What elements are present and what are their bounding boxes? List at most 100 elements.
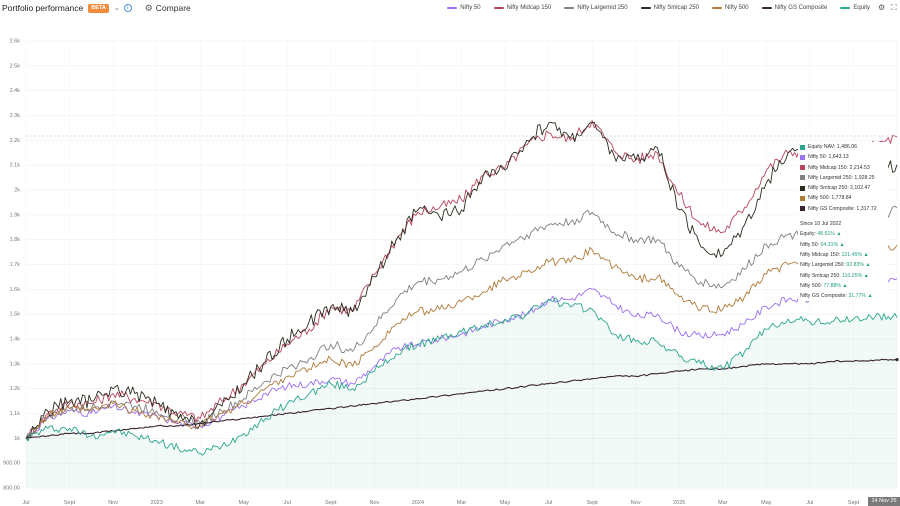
y-tick-label: 1.8k <box>10 237 21 243</box>
tooltip-return-pct: 110.25% ▲ <box>840 272 869 279</box>
tooltip-return-row: Nifty Smlcap 250: 110.25% ▲ <box>800 271 886 281</box>
y-tick-label: 1.2k <box>10 386 21 392</box>
y-tick-label: 1.3k <box>10 361 21 367</box>
tooltip-return-row: Nifty Midcap 150: 121.45% ▲ <box>800 250 886 260</box>
legend-label: Nifty 50 <box>460 5 481 11</box>
y-tick-label: 2.1k <box>10 163 21 169</box>
x-tick-label: Sept <box>586 500 598 506</box>
equity-area <box>26 297 897 488</box>
x-tick-label: Nov <box>108 500 118 506</box>
y-tick-label: 2.6k <box>10 39 21 45</box>
tooltip-return-pct: 48.61% ▲ <box>815 231 842 238</box>
tooltip-return-pct: 92.83% ▲ <box>844 262 871 269</box>
x-tick-label: May <box>761 500 772 506</box>
tooltip-return-row: Nifty Largemid 250: 92.83% ▲ <box>800 260 886 270</box>
legend-swatch <box>640 7 651 9</box>
tooltip-return-row: Nifty 500: 77.88% ▲ <box>800 281 886 291</box>
tooltip-return-name: Nifty GS Composite: <box>800 293 847 300</box>
legend-label: Nifty Largemid 250 <box>577 5 628 11</box>
tooltip-return-row: Nifty 50: 64.31% ▲ <box>800 240 886 250</box>
tooltip-return-name: Nifty Smlcap 250: <box>800 272 841 279</box>
legend-item[interactable]: Nifty GS Composite <box>761 5 828 11</box>
series-line-nifty-largemid-250[interactable] <box>25 205 898 439</box>
y-tick-label: 1k <box>14 436 20 442</box>
tooltip-return-pct: 77.88% ▲ <box>821 282 848 289</box>
y-tick-label: 1.1k <box>10 411 21 417</box>
tooltip-value-label: Equity NAV: 1,486.06 <box>808 144 858 150</box>
fullscreen-icon[interactable]: ⛶ <box>891 3 897 12</box>
x-tick-label: May <box>239 500 250 506</box>
settings-icon[interactable]: ⚙ <box>878 3 886 12</box>
legend-item[interactable]: Nifty 50 <box>447 5 481 11</box>
tooltip-value-label: Nifty Largemid 250: 1,928.25 <box>808 174 875 181</box>
legend-label: Nifty 500 <box>724 5 749 11</box>
series-line-equity[interactable] <box>25 297 898 456</box>
equity-area-fill <box>26 297 897 488</box>
series-lines <box>25 120 899 456</box>
x-tick-label: Jul <box>545 500 552 506</box>
legend-item[interactable]: Nifty Largemid 250 <box>564 5 628 11</box>
x-tick-label: 2024 <box>412 500 424 506</box>
tooltip-return-row: Nifty GS Composite: 31.77% ▲ <box>800 291 886 301</box>
chevron-down-icon[interactable]: ⌄ <box>113 5 120 12</box>
y-tick-label: 1.4k <box>10 337 21 343</box>
x-tick-label: May <box>500 500 511 506</box>
legend-item[interactable]: Nifty Smlcap 250 <box>640 5 699 11</box>
legend-label: Nifty Midcap 150 <box>506 5 552 11</box>
tooltip-swatch <box>800 206 805 212</box>
compare-button[interactable]: ⚙ Compare <box>145 3 191 14</box>
tooltip-value-label: Nifty Midcap 150: 2,214.53 <box>808 164 870 171</box>
y-tick-label: 2.3k <box>10 113 21 119</box>
x-tick-label: Mar <box>718 500 728 506</box>
tooltip-return-pct: 64.31% ▲ <box>819 241 845 248</box>
info-icon[interactable]: i <box>123 4 132 12</box>
tooltip-value-label: Nifty Smlcap 250: 2,102.47 <box>808 185 871 192</box>
legend-label: Nifty GS Composite <box>774 5 828 11</box>
y-tick-label: 2.5k <box>10 63 21 69</box>
tooltip-return-name: Nifty 500: <box>800 282 822 289</box>
gear-icon: ⚙ <box>144 2 153 13</box>
legend-swatch <box>493 7 504 9</box>
x-tick-label: Sept <box>325 500 337 506</box>
legend-swatch <box>761 7 772 9</box>
x-tick-label: Nov <box>631 500 641 506</box>
legend-label: Nifty Smlcap 250 <box>653 5 699 11</box>
series-line-nifty-500[interactable] <box>25 244 898 440</box>
y-tick-label: 1.7k <box>10 262 21 268</box>
tooltip-value-label: Nifty 50: 1,643.13 <box>808 154 849 161</box>
series-line-nifty-gs-composite[interactable] <box>25 358 898 439</box>
tooltip-swatch <box>800 144 805 150</box>
legend-swatch <box>840 7 851 9</box>
y-tick-label: 2.2k <box>10 138 21 144</box>
tooltip-return-pct: 31.77% ▲ <box>847 293 873 300</box>
crosshair-tooltip: Equity NAV: 1,486.06 Nifty 50: 1,643.13 Ni… <box>798 142 888 302</box>
legend-item[interactable]: Equity <box>840 5 870 11</box>
tooltip-return-row: Equity: 48.61% ▲ <box>800 229 886 239</box>
chart-legend: Nifty 50 Nifty Midcap 150 Nifty Largemid 2… <box>434 2 870 14</box>
tooltip-return-name: Equity: <box>800 231 816 238</box>
legend-item[interactable]: Nifty Midcap 150 <box>493 5 552 11</box>
x-tick-label: Sept <box>848 500 860 506</box>
legend-swatch <box>711 7 722 9</box>
x-tick-label: Sept <box>64 500 76 506</box>
tooltip-value-row: Nifty 50: 1,643.13 <box>800 152 886 162</box>
tooltip-value-label: Nifty GS Composite: 1,317.72 <box>808 205 877 212</box>
series-line-nifty-50[interactable] <box>25 277 898 439</box>
y-tick-label: 2k <box>14 188 20 194</box>
y-tick-label: 900.00 <box>3 461 20 467</box>
legend-item[interactable]: Nifty 500 <box>711 5 749 11</box>
tooltip-return-name: Nifty Largemid 250: <box>800 262 845 269</box>
legend-swatch <box>447 7 458 9</box>
y-tick-label: 2.4k <box>10 88 21 94</box>
page-title: Portfolio performance <box>2 3 84 13</box>
tooltip-swatch <box>800 165 805 171</box>
tooltip-since-label: Since 10 Jul 2022 <box>800 221 842 228</box>
tooltip-value-row: Nifty Smlcap 250: 2,102.47 <box>800 183 886 193</box>
series-line-nifty-smlcap-250[interactable] <box>25 121 898 439</box>
x-tick-label: 2023 <box>151 500 163 506</box>
legend-swatch <box>564 7 575 9</box>
tooltip-value-row: Nifty Largemid 250: 1,928.25 <box>800 173 886 183</box>
x-axis-tick-labels: Jul Sept Nov 2023 Mar May Jul Sept Nov 2024 Mar May… <box>22 500 900 506</box>
tooltip-return-pct: 121.45% ▲ <box>840 251 869 258</box>
